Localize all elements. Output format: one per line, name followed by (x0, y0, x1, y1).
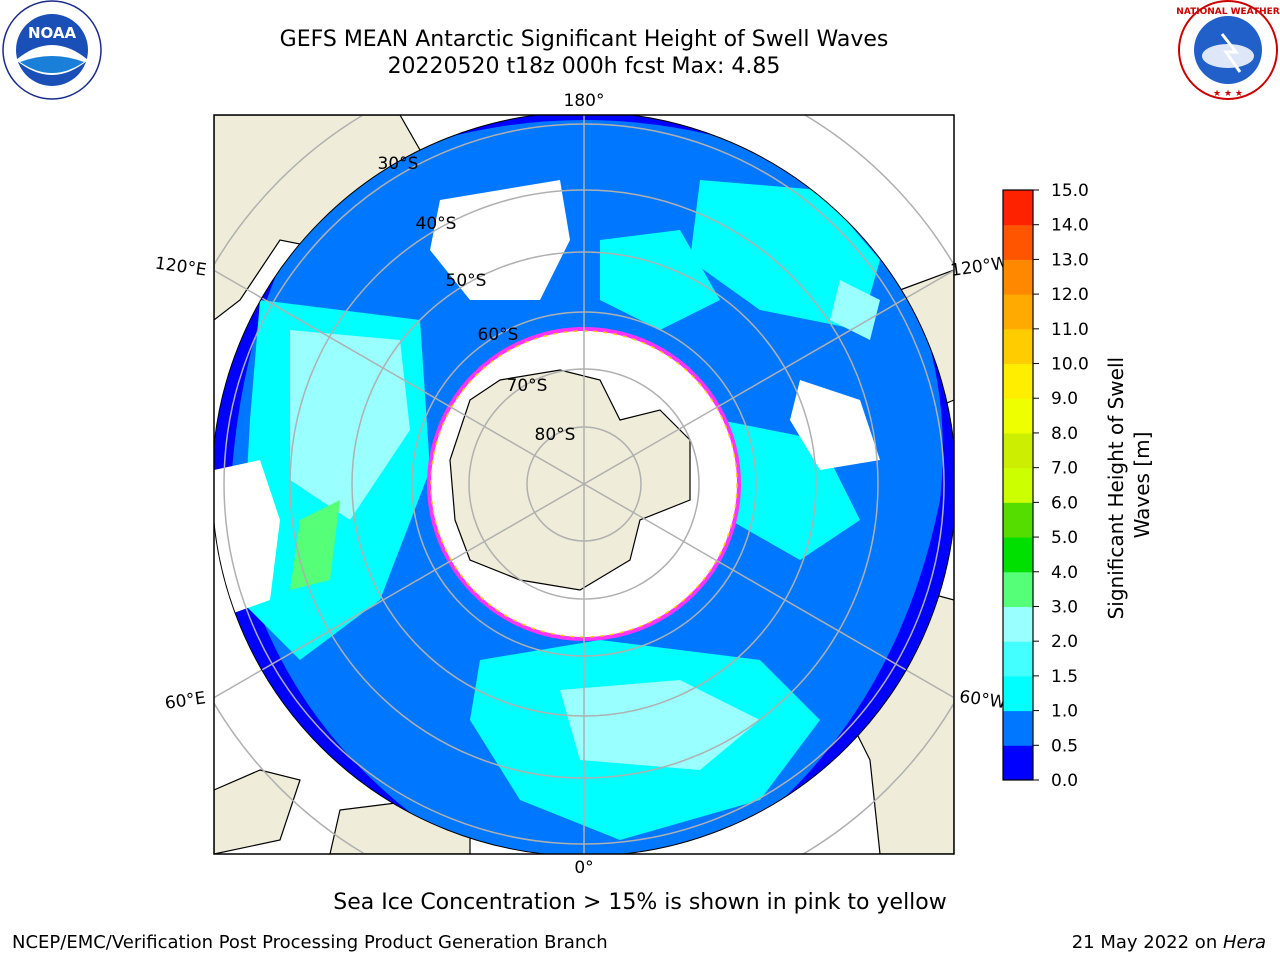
svg-text:NATIONAL WEATHER: NATIONAL WEATHER (1176, 7, 1279, 17)
graticule (214, 115, 954, 854)
colorbar-segment (1003, 259, 1033, 295)
footer-date: 21 May 2022 on Hera (1072, 932, 1266, 953)
sea-ice-caption: Sea Ice Concentration > 15% is shown in … (333, 890, 947, 915)
colorbar: 0.0 0.5 1.0 1.5 2.0 3.0 4.0 5.0 6.0 7.0 8.0 9.0 10.0… (1002, 181, 1089, 791)
footer-host: Hera (1222, 932, 1266, 953)
lat-label-50s: 50°S (446, 271, 487, 291)
lon-label-120w: 120°W (949, 253, 1009, 281)
lon-label-60e: 60°E (164, 688, 207, 713)
colorbar-segment (1003, 710, 1033, 746)
colorbar-segment (1003, 398, 1033, 434)
colorbar-label-line1: Significant Height of Swell (1104, 357, 1128, 619)
colorbar-tick-label: 14.0 (1051, 216, 1089, 236)
lat-label-60s: 60°S (478, 325, 519, 345)
lon-label-120e: 120°E (154, 254, 208, 281)
colorbar-tick-label: 9.0 (1051, 389, 1078, 409)
colorbar-tick-label: 6.0 (1051, 493, 1078, 513)
colorbar-tick-label: 13.0 (1051, 250, 1089, 270)
lat-label-30s: 30°S (378, 154, 419, 174)
antarctica (449, 369, 691, 591)
nws-logo: NATIONAL WEATHER ★ ★ ★ (1176, 0, 1280, 100)
lat-label-40s: 40°S (416, 214, 457, 234)
chart-subtitle: 20220520 t18z 000h fcst Max: 4.85 (387, 54, 781, 79)
colorbar-segment (1003, 502, 1033, 538)
colorbar-tick-label: 3.0 (1051, 597, 1078, 617)
colorbar-tick-label: 1.0 (1051, 702, 1078, 722)
chart-title: GEFS MEAN Antarctic Significant Height o… (279, 27, 889, 52)
colorbar-segment (1003, 224, 1033, 260)
noaa-logo-text: NOAA (28, 24, 77, 42)
colorbar-segment (1003, 606, 1033, 642)
colorbar-tick-label: 12.0 (1051, 285, 1089, 305)
colorbar-tick-label: 1.5 (1051, 667, 1078, 687)
colorbar-label: Significant Height of Swell Waves [m] (1104, 351, 1154, 620)
colorbar-segment (1003, 537, 1033, 573)
lat-label-70s: 70°S (507, 376, 548, 396)
lon-label-0: 0° (574, 858, 593, 878)
colorbar-tick-label: 15.0 (1051, 181, 1089, 201)
colorbar-tick-label: 0.0 (1051, 771, 1078, 791)
colorbar-label-line2: Waves [m] (1130, 432, 1154, 539)
colorbar-tick-label: 7.0 (1051, 459, 1078, 479)
noaa-logo: NOAA (2, 0, 102, 100)
colorbar-tick-label: 0.5 (1051, 736, 1078, 756)
colorbar-tick-label: 11.0 (1051, 320, 1089, 340)
colorbar-tick-label: 8.0 (1051, 424, 1078, 444)
colorbar-tick-label: 2.0 (1051, 632, 1078, 652)
colorbar-tick-label: 4.0 (1051, 563, 1078, 583)
colorbar-segment (1003, 432, 1033, 469)
footer-branch: NCEP/EMC/Verification Post Processing Pr… (12, 932, 608, 953)
colorbar-segment (1003, 675, 1033, 712)
lon-label-60w: 60°W (958, 687, 1007, 713)
colorbar-segment (1003, 571, 1033, 607)
colorbar-segment (1003, 363, 1033, 399)
colorbar-segment (1003, 190, 1033, 226)
colorbar-segment (1003, 467, 1033, 503)
colorbar-segment (1003, 745, 1033, 781)
footer-date-text: 21 May 2022 on (1071, 932, 1223, 953)
colorbar-segment (1003, 641, 1033, 677)
colorbar-tick-label: 10.0 (1051, 355, 1089, 375)
lat-label-80s: 80°S (535, 425, 576, 445)
svg-text:★ ★ ★: ★ ★ ★ (1213, 89, 1243, 99)
colorbar-segment (1003, 328, 1033, 365)
map-frame (213, 114, 955, 855)
colorbar-border (1002, 189, 1034, 781)
colorbar-segment (1003, 294, 1033, 330)
lon-label-180: 180° (564, 91, 605, 111)
colorbar-tick-label: 5.0 (1051, 528, 1078, 548)
